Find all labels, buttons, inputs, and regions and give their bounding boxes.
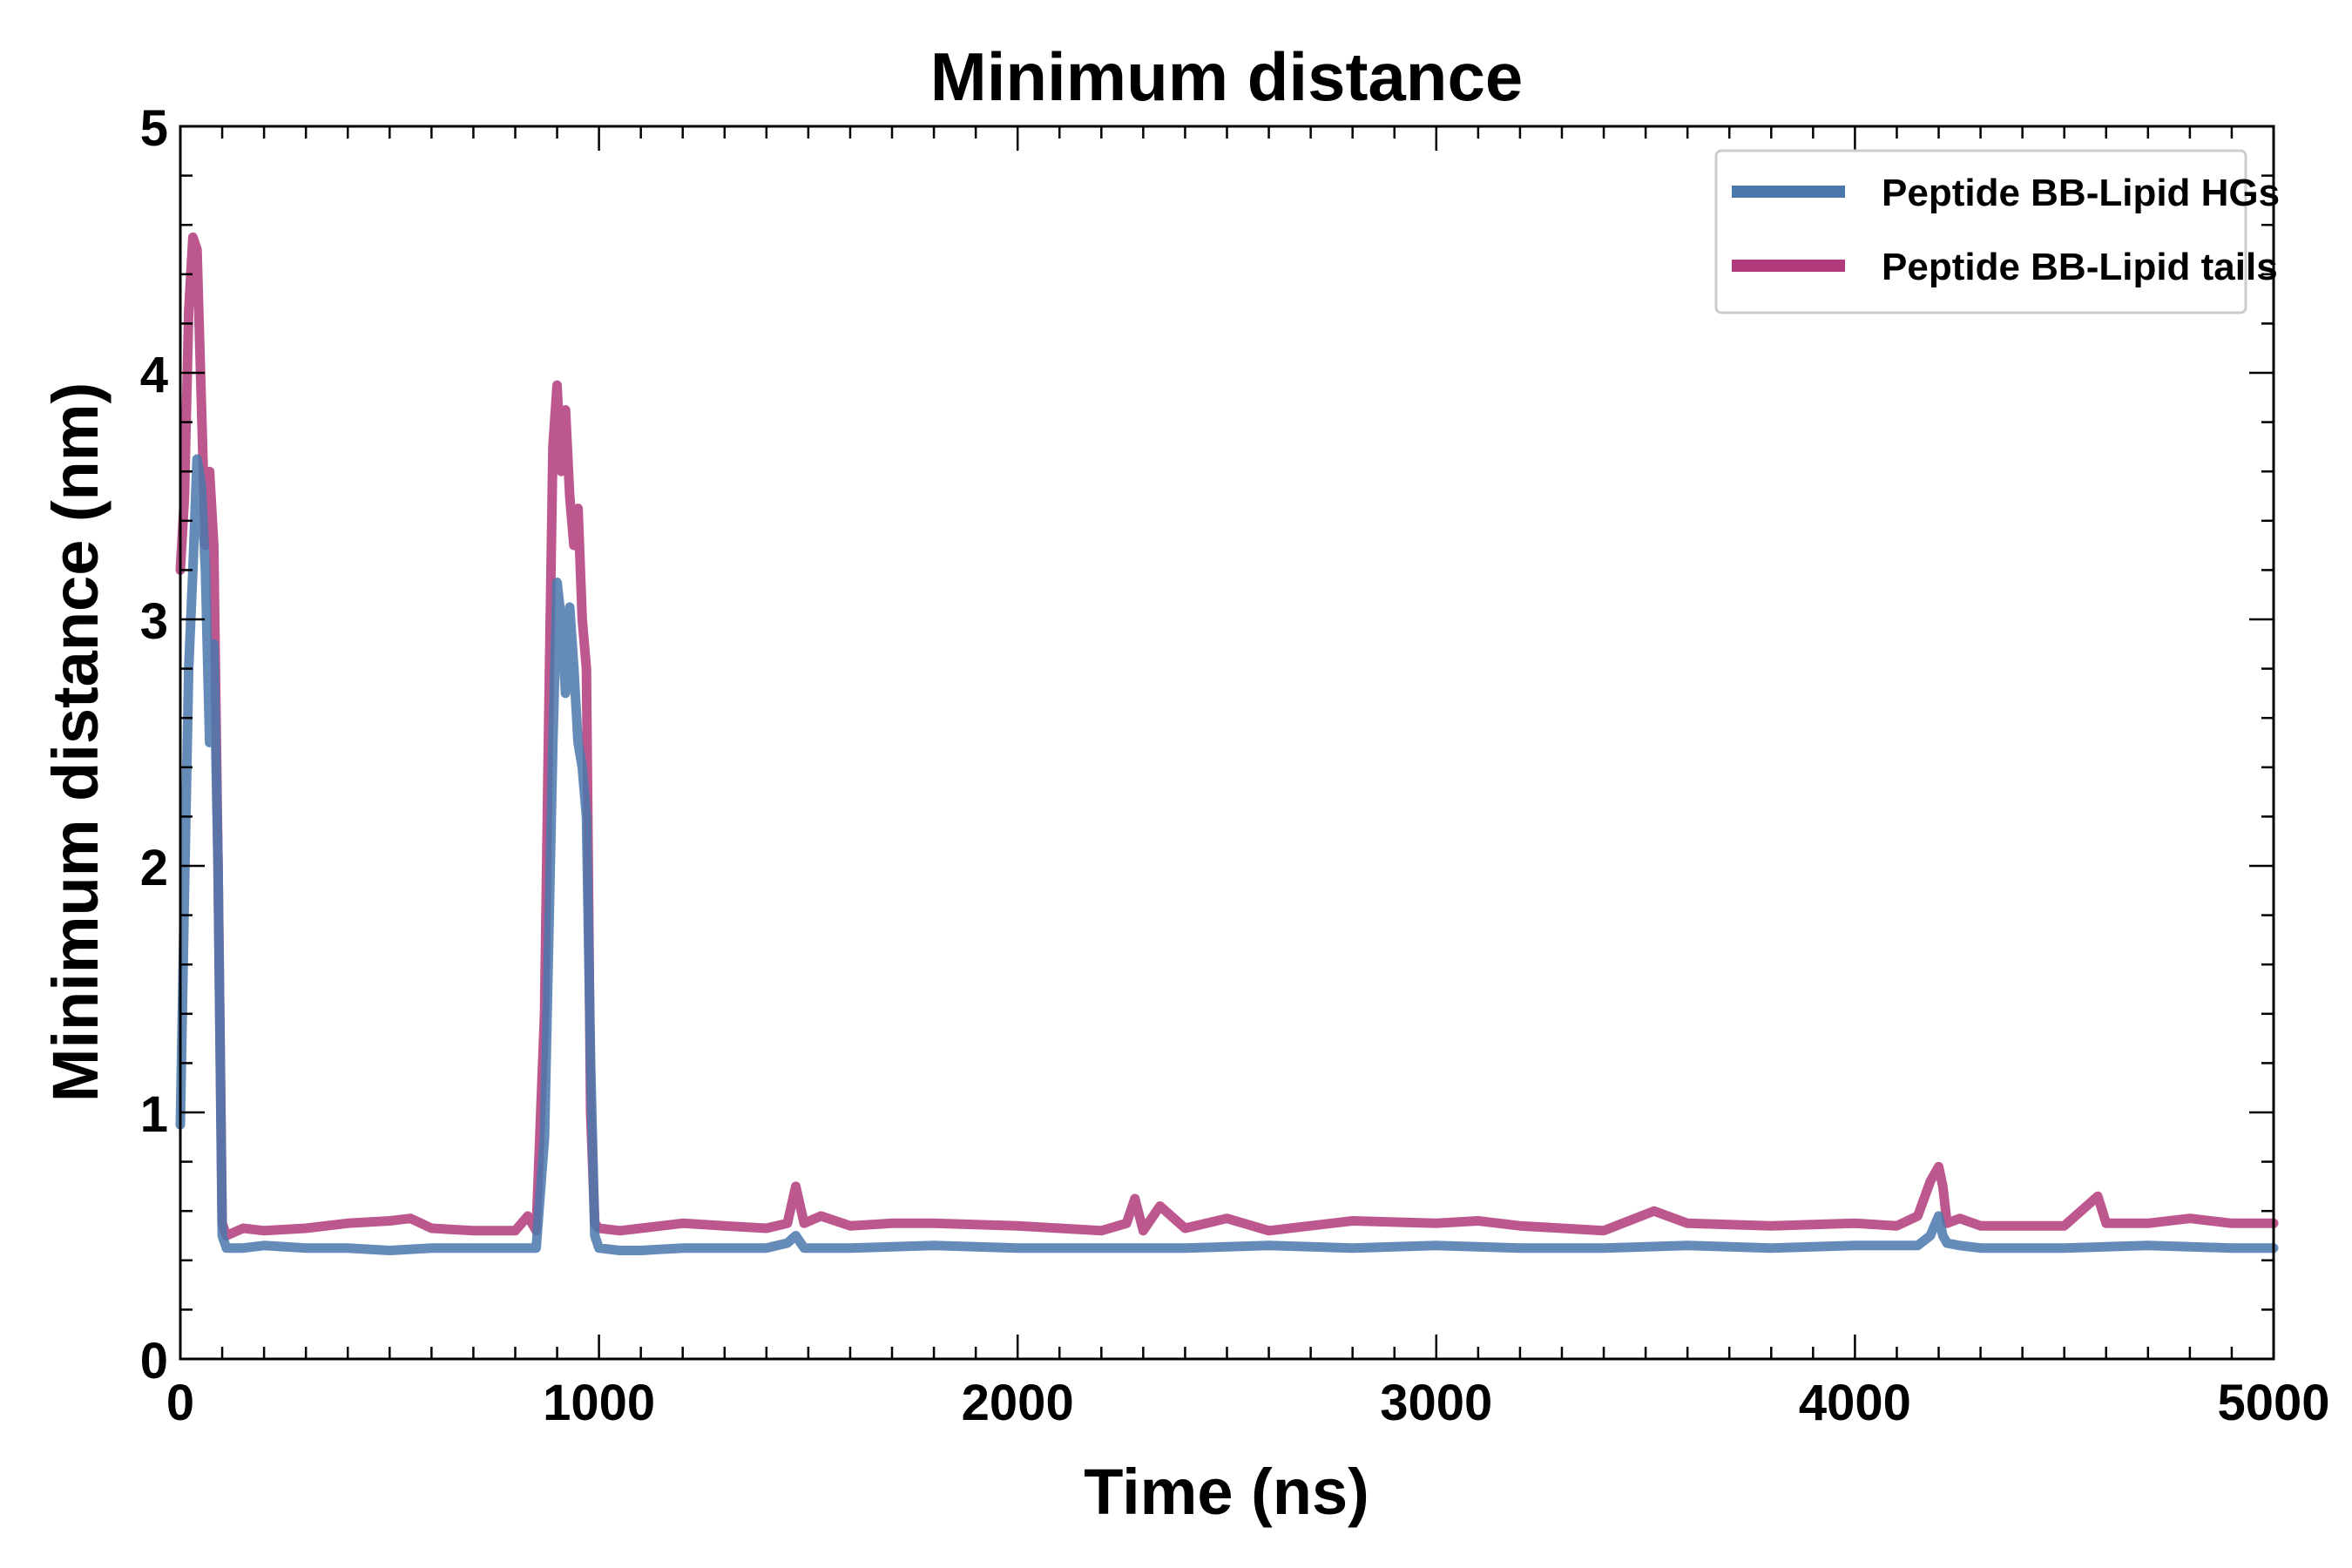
y-axis-label: Minimum distance (nm): [39, 382, 112, 1102]
y-tick-label: 4: [140, 347, 168, 403]
ticks-layer: 0 1000 2000 3000 4000 5000 0 1 2 3 4 5: [140, 100, 2330, 1431]
series-line-tails: [175, 232, 2279, 1240]
series-layer: [175, 232, 2279, 1255]
legend: Peptide BB-Lipid HGs Peptide BB-Lipid ta…: [1714, 149, 2280, 314]
x-tick-label: 4000: [1799, 1375, 1911, 1431]
plot-frame: [179, 125, 2275, 1361]
y-tick-label: 2: [140, 840, 168, 896]
x-tick-label: 0: [166, 1375, 194, 1431]
legend-label-hgs: Peptide BB-Lipid HGs: [1882, 172, 2280, 214]
x-axis-label: Time (ns): [1084, 1456, 1369, 1528]
x-tick-label: 1000: [543, 1375, 655, 1431]
y-tick-label: 1: [140, 1086, 168, 1143]
legend-frame: [1714, 149, 2247, 314]
series-line-hgs: [175, 454, 2279, 1255]
legend-label-tails: Peptide BB-Lipid tails: [1882, 246, 2278, 288]
y-tick-label: 0: [140, 1333, 168, 1389]
x-tick-label: 2000: [962, 1375, 1074, 1431]
y-tick-label: 5: [140, 100, 168, 157]
y-tick-label: 3: [140, 593, 168, 650]
x-tick-label: 3000: [1380, 1375, 1492, 1431]
chart-title: Minimum distance: [930, 38, 1523, 115]
x-tick-label: 5000: [2217, 1375, 2329, 1431]
